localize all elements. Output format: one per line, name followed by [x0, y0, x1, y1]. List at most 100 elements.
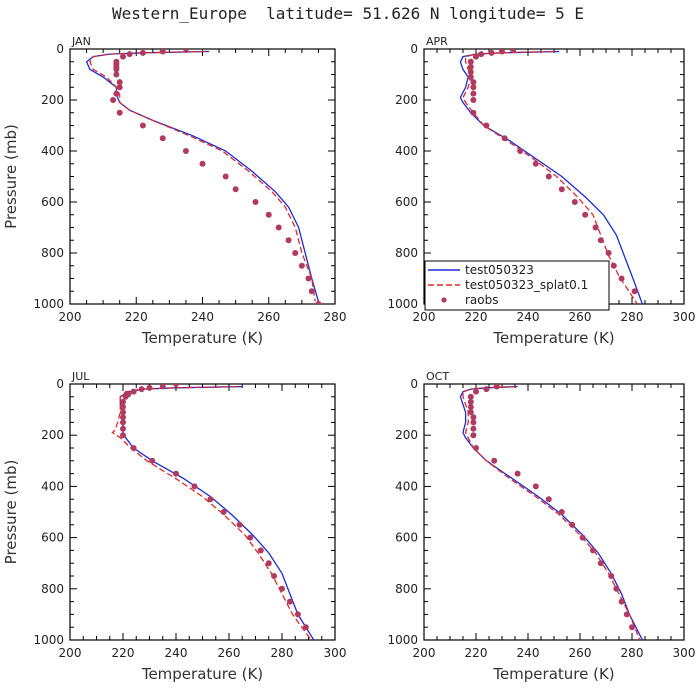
raobs-point	[532, 160, 539, 167]
raobs-point	[467, 393, 474, 400]
raobs-point	[138, 386, 145, 393]
raobs-point	[470, 97, 477, 103]
raobs-point	[120, 425, 126, 432]
raobs-point	[590, 547, 596, 554]
y-tick-label: 0	[410, 42, 418, 56]
raobs-point	[569, 521, 576, 528]
y-tick-label: 1000	[387, 633, 418, 647]
raobs-point	[139, 49, 146, 56]
x-tick-label: 260	[257, 310, 280, 324]
raobs-point	[491, 457, 498, 464]
raobs-point	[470, 414, 477, 421]
raobs-point	[120, 414, 126, 421]
raobs-point	[159, 135, 166, 142]
panel-month-label: APR	[426, 35, 448, 48]
raobs-point	[483, 122, 490, 129]
raobs-point	[120, 53, 126, 60]
raobs-point	[113, 90, 120, 97]
raobs-point	[467, 404, 474, 411]
raobs-point	[265, 211, 272, 218]
raobs-point	[113, 66, 120, 73]
y-tick-label: 200	[395, 428, 418, 442]
raobs-point	[488, 49, 495, 56]
y-tick-label: 600	[41, 195, 64, 209]
raobs-point	[130, 445, 137, 451]
raobs-point	[173, 384, 179, 387]
raobs-point	[265, 560, 272, 567]
raobs-point	[623, 611, 630, 618]
raobs-point	[473, 445, 479, 451]
raobs-point	[605, 250, 612, 256]
raobs-point	[493, 384, 500, 390]
x-tick-label: 260	[569, 310, 592, 324]
raobs-point	[470, 109, 477, 116]
figure-title: Western_Europe latitude= 51.626 N longit…	[112, 4, 584, 23]
x-axis-label: Temperature (K)	[141, 329, 263, 347]
x-tick-label: 260	[569, 646, 592, 660]
raobs-point	[120, 432, 126, 439]
x-tick-label: 240	[191, 310, 214, 324]
y-axis-label: Pressure (mb)	[2, 460, 20, 565]
raobs-point	[275, 224, 282, 231]
raobs-point	[467, 409, 474, 416]
raobs-point	[232, 186, 239, 193]
raobs-point	[222, 173, 229, 180]
series-line-test050323-splat0-1	[462, 50, 638, 304]
raobs-point	[618, 598, 625, 605]
plot-area	[85, 49, 322, 304]
raobs-point	[116, 79, 123, 86]
panel-month-label: JAN	[71, 35, 91, 48]
series-line-test050323	[459, 385, 643, 640]
panel-jan: 200 220 240 260 280 0 200 400 600 800 1000 Temperat…	[2, 35, 346, 347]
y-tick-label: 800	[41, 582, 64, 596]
raobs-point	[146, 384, 153, 391]
raobs-point	[220, 509, 227, 515]
x-tick-label: 200	[413, 646, 436, 660]
raobs-point	[608, 573, 615, 579]
series-line-test050323-splat0-1	[111, 385, 312, 640]
panels: 200 220 240 260 280 0 200 400 600 800 1000 Temperat…	[2, 35, 695, 683]
raobs-point	[558, 186, 565, 193]
raobs-point	[285, 237, 292, 244]
legend-marker-raobs	[441, 297, 447, 303]
x-tick-label: 240	[517, 646, 540, 660]
panel-month-label: JUL	[71, 370, 90, 383]
raobs-point	[120, 404, 126, 411]
panel-jul: 200 220 240 260 280 300 0 200 400 600 800 1000 Tempe…	[2, 370, 346, 683]
x-tick-label: 220	[125, 310, 148, 324]
raobs-point	[271, 573, 278, 579]
raobs-point	[173, 470, 179, 477]
x-tick-label: 220	[465, 646, 488, 660]
raobs-point	[545, 496, 552, 503]
raobs-point	[467, 58, 474, 65]
y-tick-label: 800	[41, 246, 64, 260]
raobs-point	[470, 432, 477, 439]
raobs-point	[467, 398, 474, 405]
series-line-test050323-splat0-1	[462, 385, 641, 640]
y-tick-label: 600	[41, 531, 64, 545]
raobs-point	[483, 386, 490, 393]
raobs-point	[517, 148, 524, 154]
raobs-point	[558, 509, 565, 515]
raobs-point	[305, 275, 312, 282]
raobs-point	[499, 49, 505, 55]
x-tick-label: 220	[465, 310, 488, 324]
raobs-point	[294, 611, 301, 618]
raobs-point	[470, 425, 477, 432]
plot-frame	[69, 383, 336, 641]
y-tick-label: 400	[41, 144, 64, 158]
raobs-point	[631, 288, 638, 295]
raobs-point	[610, 262, 617, 269]
raobs-point	[120, 409, 126, 416]
raobs-point	[473, 388, 479, 395]
raobs-point	[467, 74, 474, 81]
y-tick-label: 800	[395, 246, 418, 260]
raobs-point	[279, 585, 285, 592]
y-tick-label: 400	[41, 479, 64, 493]
raobs-point	[298, 262, 305, 269]
raobs-point	[116, 84, 123, 91]
x-tick-label: 280	[324, 310, 347, 324]
raobs-point	[470, 79, 477, 86]
panel-month-label: OCT	[426, 370, 449, 383]
